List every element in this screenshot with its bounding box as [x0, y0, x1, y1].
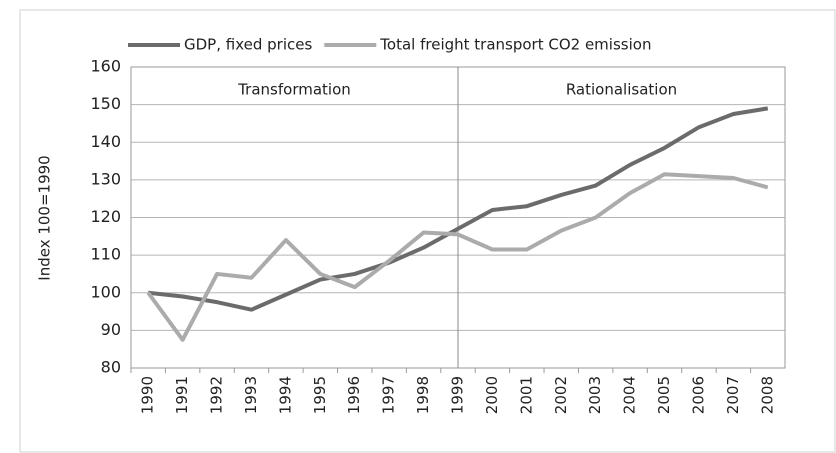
y-tick-label: 90	[101, 320, 121, 339]
phase-label: Rationalisation	[566, 81, 677, 99]
x-tick-label: 2002	[552, 376, 570, 414]
series-line	[147, 106, 769, 312]
x-tick-label: 1992	[208, 376, 226, 414]
y-tick-label: 160	[90, 57, 121, 76]
x-tick-label: 1990	[139, 376, 157, 414]
y-tick-label: 120	[90, 207, 121, 226]
series-line	[146, 172, 769, 342]
x-tick-label: 1999	[449, 376, 467, 414]
y-tick-label: 130	[90, 169, 121, 188]
x-tick-label: 1994	[276, 376, 294, 414]
x-tick-label: 2001	[517, 376, 535, 414]
legend-label: Total freight transport CO2 emission	[379, 36, 651, 54]
x-tick-label: 1995	[311, 376, 329, 414]
x-tick-label: 2000	[483, 376, 501, 414]
x-tick-label: 1997	[380, 376, 398, 414]
y-tick-label: 110	[90, 245, 121, 264]
x-tick-label: 1991	[173, 376, 191, 414]
y-tick-label: 140	[90, 132, 121, 151]
y-tick-label: 80	[101, 358, 121, 377]
x-tick-label: 2003	[586, 376, 604, 414]
y-tick-label: 150	[90, 94, 121, 113]
x-tick-label: 2005	[655, 376, 673, 414]
y-axis-label: Index 100=1990	[36, 155, 54, 280]
x-tick-label: 1996	[345, 376, 363, 414]
y-tick-label: 100	[90, 282, 121, 301]
x-tick-label: 1998	[414, 376, 432, 414]
x-tick-label: 2007	[724, 376, 742, 414]
x-tick-label: 2008	[758, 376, 776, 414]
legend-label: GDP, fixed prices	[184, 36, 312, 54]
x-tick-label: 2006	[689, 376, 707, 414]
phase-label: Transformation	[237, 81, 351, 99]
x-tick-label: 2004	[621, 376, 639, 414]
x-tick-label: 1993	[242, 376, 260, 414]
chart-frame	[19, 9, 836, 453]
